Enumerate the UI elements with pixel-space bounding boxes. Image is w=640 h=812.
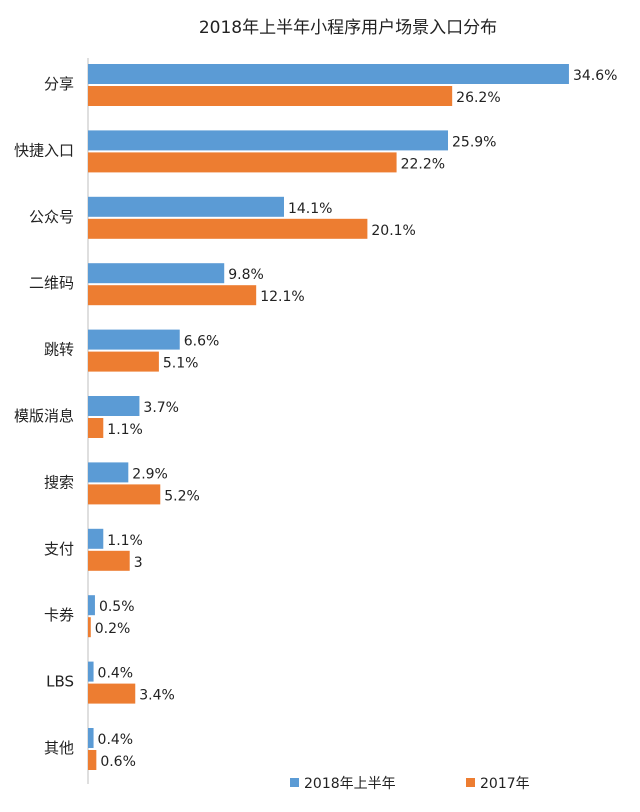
bar-2017 (88, 152, 397, 173)
bar-2017 (88, 218, 368, 239)
data-label: 3.7% (143, 400, 179, 416)
data-label: 0.4% (98, 666, 134, 682)
bar-2017 (88, 285, 257, 306)
chart-title: 2018年上半年小程序用户场景入口分布 (199, 18, 497, 38)
bar-2018 (88, 196, 284, 217)
bar-2017 (88, 418, 104, 438)
category-label: LBS (46, 673, 74, 691)
category-label: 搜索 (44, 473, 74, 491)
category-label: 分享 (44, 75, 74, 93)
bar-2018 (88, 728, 94, 748)
data-label: 0.2% (95, 621, 131, 637)
category-label: 其他 (44, 739, 74, 757)
bar-2018 (88, 64, 569, 84)
legend-label-2018: 2018年上半年 (304, 776, 396, 792)
category-label: 卡券 (44, 606, 74, 624)
bar-2018 (88, 528, 104, 549)
plot-area: 分享 34.6% 26.2% 快捷入口 25.9% 22.2% 公众号 14.1% 20.1% 二… (14, 64, 617, 770)
data-label: 1.1% (107, 533, 143, 549)
category-label: 模版消息 (14, 407, 74, 425)
data-label: 0.5% (99, 599, 135, 615)
data-label: 3.4% (139, 688, 175, 704)
bar-2017 (88, 484, 161, 505)
data-label: 3 (134, 555, 143, 571)
data-label: 14.1% (288, 201, 332, 217)
legend-swatch-2018 (290, 778, 299, 787)
bar-2018 (88, 329, 180, 350)
data-label: 9.8% (228, 267, 264, 283)
bar-2018 (88, 396, 140, 416)
data-label: 6.6% (184, 334, 220, 350)
legend-label-2017: 2017年 (480, 776, 530, 792)
data-label: 12.1% (260, 289, 304, 305)
bar-2018 (88, 462, 129, 483)
data-label: 1.1% (107, 422, 143, 438)
data-label: 25.9% (452, 134, 496, 150)
data-label: 0.4% (98, 732, 134, 748)
legend-swatch-2017 (466, 778, 475, 787)
bar-2018 (88, 595, 95, 616)
data-label: 34.6% (573, 68, 617, 84)
data-label: 2.9% (132, 466, 168, 482)
bar-2017 (88, 750, 97, 770)
bar-2017 (88, 86, 453, 106)
data-label: 5.1% (163, 356, 199, 372)
bar-2017 (88, 550, 130, 571)
data-label: 5.2% (164, 488, 200, 504)
data-label: 0.6% (100, 754, 136, 770)
legend: 2018年上半年 2017年 (290, 776, 530, 792)
data-label: 26.2% (456, 90, 500, 106)
bar-2017 (88, 351, 159, 372)
data-label: 20.1% (371, 223, 415, 239)
category-label: 快捷入口 (14, 141, 74, 159)
category-label: 跳转 (44, 341, 74, 359)
bar-2018 (88, 661, 94, 682)
bar-2018 (88, 263, 225, 284)
bar-2018 (88, 130, 449, 151)
bar-2017 (88, 617, 91, 638)
category-label: 二维码 (29, 274, 74, 292)
category-label: 支付 (44, 540, 74, 558)
category-label: 公众号 (29, 208, 74, 226)
bar-2017 (88, 683, 136, 704)
data-label: 22.2% (401, 156, 445, 172)
